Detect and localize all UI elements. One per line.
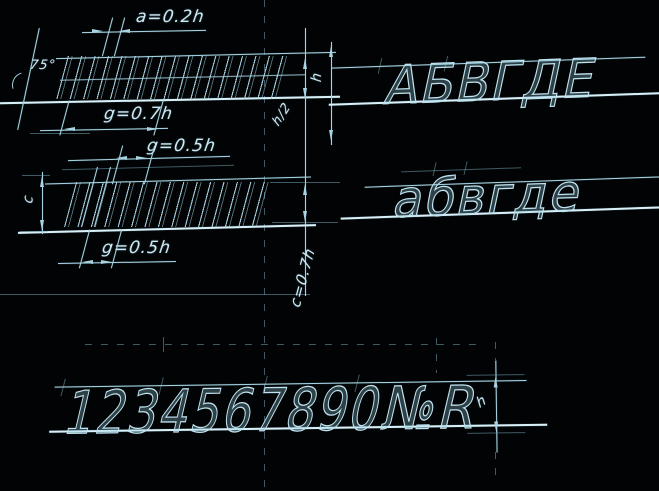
arrowhead: [40, 220, 44, 233]
arrowhead: [80, 260, 93, 264]
cap-height-dim-label: h: [308, 70, 325, 84]
arrowhead: [329, 44, 333, 57]
lowercase-letters: абвгде: [388, 163, 590, 230]
extension-stub: [20, 231, 48, 232]
cap-width-dim-label: g=0.7h: [102, 104, 175, 124]
arrowhead: [92, 29, 105, 33]
extension-tick: [113, 17, 126, 57]
arrowhead: [40, 174, 44, 187]
lowercase-width-dim-bottom-label: g=0.5h: [100, 238, 173, 258]
arrowhead: [136, 156, 149, 160]
angle-label: 75°: [28, 58, 58, 73]
vertical-centerline: [264, 0, 265, 491]
dimension-dashes: [495, 452, 496, 478]
arrowhead: [329, 130, 333, 143]
arrowhead: [303, 88, 307, 101]
arrowhead: [303, 182, 307, 195]
sample-digits: 1234567890: [58, 373, 392, 448]
construction-tick: [163, 337, 164, 352]
uppercase-sample-row: АБВГДЕ: [327, 42, 659, 118]
uppercase-slant-grid: [56, 56, 294, 99]
dimension-dashes: [495, 342, 496, 360]
extension-stub: [22, 175, 50, 176]
horizontal-construction-line: [85, 344, 481, 345]
extension-stub: [272, 222, 338, 223]
half-height-dim-label: h/2: [269, 99, 295, 130]
extension-tick: [101, 17, 114, 57]
arrowhead: [493, 374, 498, 388]
height-dimension-line: [305, 28, 307, 296]
arrowhead: [147, 127, 160, 131]
uppercase-letters: АБВГДЕ: [380, 48, 604, 118]
extension-stub: [270, 182, 340, 183]
arrowhead: [303, 211, 307, 224]
construction-line: [0, 294, 310, 295]
arrowhead: [101, 260, 114, 264]
arrowhead: [117, 29, 130, 33]
arrowhead: [62, 127, 75, 131]
outer-dimension-line: [331, 42, 333, 145]
letter-gap-dim-label: a=0.2h: [134, 7, 206, 27]
lowercase-height-dim-label: c=0.7h: [286, 244, 319, 310]
dimension-line-g5-bottom: [57, 260, 177, 265]
xheight-dim-label: c: [20, 193, 37, 205]
lowercase-sample-row: абвгде: [339, 154, 659, 235]
arrowhead: [303, 56, 307, 69]
arrowhead: [114, 156, 127, 160]
construction-dashes: [436, 338, 437, 373]
lowercase-width-dim-top-label: g=0.5h: [145, 136, 218, 156]
extension-tick: [111, 145, 124, 185]
xheight-dimension-line: [42, 172, 44, 234]
digits-sample-row: 1234567890 № R h: [34, 351, 596, 474]
